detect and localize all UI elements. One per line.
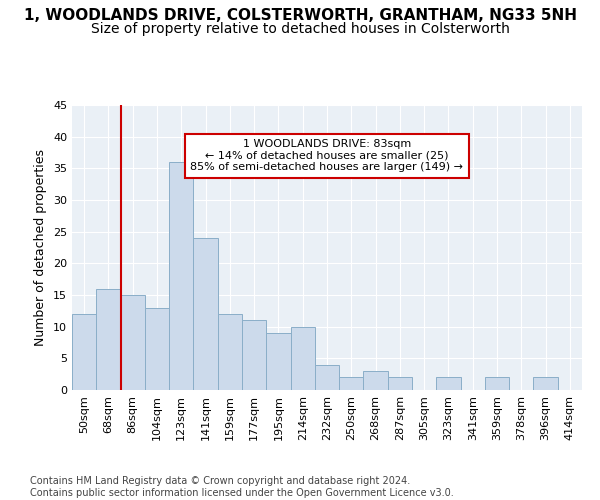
Bar <box>169 162 193 390</box>
Text: Contains HM Land Registry data © Crown copyright and database right 2024.
Contai: Contains HM Land Registry data © Crown c… <box>30 476 454 498</box>
Bar <box>364 371 388 390</box>
Bar <box>436 378 461 390</box>
Bar <box>193 238 218 390</box>
Bar <box>121 295 145 390</box>
Bar <box>315 364 339 390</box>
Bar <box>290 326 315 390</box>
Bar <box>242 320 266 390</box>
Bar <box>218 314 242 390</box>
Text: Size of property relative to detached houses in Colsterworth: Size of property relative to detached ho… <box>91 22 509 36</box>
Y-axis label: Number of detached properties: Number of detached properties <box>34 149 47 346</box>
Bar <box>485 378 509 390</box>
Text: 1 WOODLANDS DRIVE: 83sqm
← 14% of detached houses are smaller (25)
85% of semi-d: 1 WOODLANDS DRIVE: 83sqm ← 14% of detach… <box>191 139 464 172</box>
Bar <box>96 288 121 390</box>
Bar <box>72 314 96 390</box>
Bar <box>388 378 412 390</box>
Bar <box>266 333 290 390</box>
Bar <box>533 378 558 390</box>
Bar <box>339 378 364 390</box>
Text: 1, WOODLANDS DRIVE, COLSTERWORTH, GRANTHAM, NG33 5NH: 1, WOODLANDS DRIVE, COLSTERWORTH, GRANTH… <box>23 8 577 22</box>
Bar <box>145 308 169 390</box>
